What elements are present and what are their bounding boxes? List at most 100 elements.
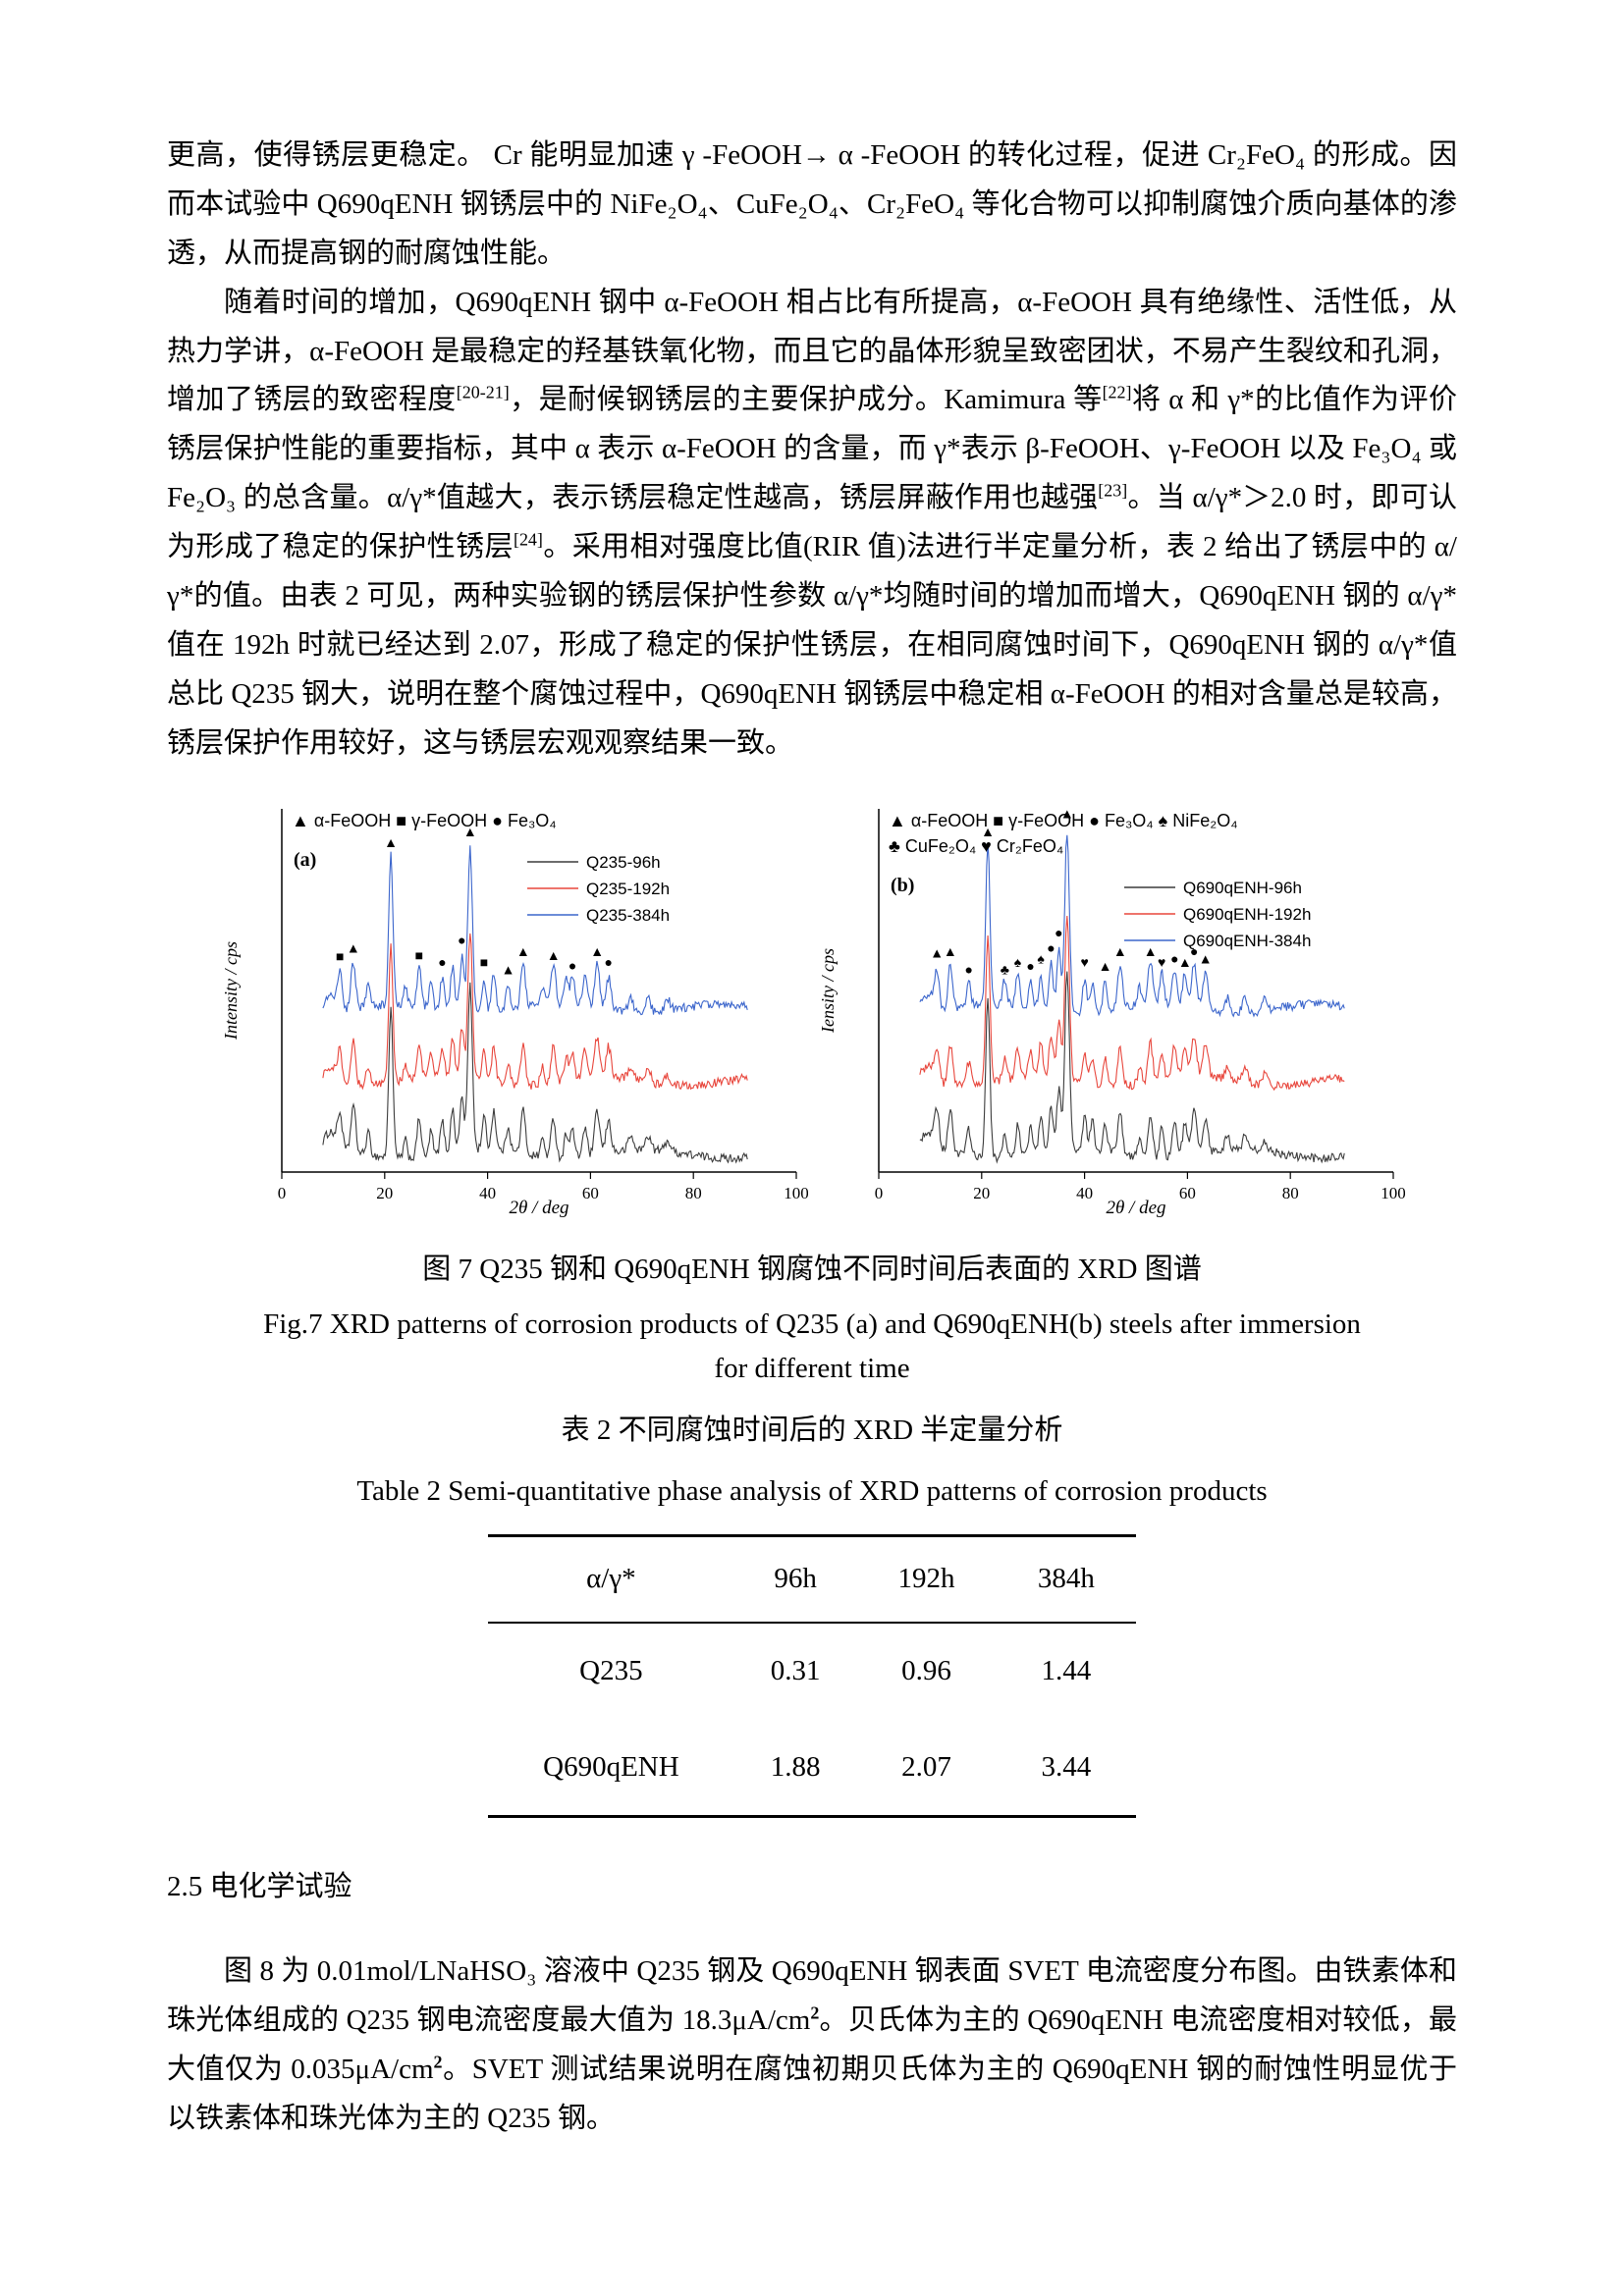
text-run: 将 α 和 γ*的比值作为评价锈层保护性能的重要指标，其中 α 表示 α-FeO… <box>167 384 1457 514</box>
x-tick-label: 40 <box>479 1184 496 1202</box>
phase-marker-icon: ▲ <box>516 943 530 959</box>
phase-marker-icon: ● <box>568 958 576 974</box>
y-axis-label: Intensity / cps <box>221 941 241 1041</box>
phase-marker-icon: ▲ <box>1178 955 1192 971</box>
x-tick-label: 100 <box>1380 1184 1405 1202</box>
table-header-row: α/γ* 96h 192h 384h <box>488 1535 1136 1624</box>
phase-marker-icon: ♣ <box>1001 962 1009 978</box>
text-run: 。采用相对强度比值(RIR 值)法进行半定量分析，表 2 给出了锈层中的 α/γ… <box>167 531 1457 759</box>
phase-marker-icon: ♠ <box>1014 955 1022 971</box>
xrd-trace-Q690qENH-192h <box>919 916 1345 1092</box>
phase-marker-icon: ▲ <box>347 940 360 956</box>
body-paragraph-1: 更高，使得锈层更稳定。 Cr 能明显加速 γ -FeOOH→ α -FeOOH … <box>167 132 1457 279</box>
phase-marker-icon: ■ <box>415 947 423 963</box>
table-cell: 2.07 <box>901 1750 951 1783</box>
series-legend-label: Q235-96h <box>586 853 661 872</box>
phase-marker-icon: ♠ <box>1037 951 1045 967</box>
panel-label: (b) <box>891 875 914 896</box>
text-run: 。SVET 测试结果说明在腐蚀初期贝氏体为主的 Q690qENH 钢的耐蚀性明显… <box>167 2054 1457 2134</box>
table-header-cell: 192h <box>856 1535 997 1624</box>
reference-superscript: [22] <box>1102 382 1132 402</box>
phase-marker-icon: ● <box>605 955 613 971</box>
phase-marker-icon: ♥ <box>1080 955 1088 971</box>
text-run: 。贝氏体为主的 Q690qENH 电流密度相对较低，最大值仅为 0.035μA/… <box>167 2004 1458 2085</box>
phase-marker-icon: ● <box>458 933 465 948</box>
y-axis-label: Iensity / cps <box>818 948 838 1034</box>
phase-marker-icon: ● <box>964 962 972 978</box>
table-row: Q235 0.31 0.96 1.44 <box>488 1623 1136 1720</box>
phase-marker-icon: ▲ <box>463 824 477 839</box>
xrd-table: α/γ* 96h 192h 384h Q235 0.31 0.96 1.44 Q690qENH 1… <box>488 1533 1136 1819</box>
xrd-trace-Q235-384h <box>322 845 748 1016</box>
reference-superscript: 2 <box>810 2002 820 2023</box>
table-cell: 0.31 <box>770 1654 821 1686</box>
xrd-trace-Q235-192h <box>322 934 748 1091</box>
table-caption-cn: 表 2 不同腐蚀时间后的 XRD 半定量分析 <box>561 1415 1063 1446</box>
phase-marker-icon: ▲ <box>1144 943 1158 959</box>
text-run: 。当 α/γ*＞2.0 时，即可认为形成了稳定的保护性锈层 <box>167 482 1457 562</box>
xrd-trace-Q690qENH-384h <box>919 835 1345 1018</box>
xrd-trace-Q235-96h <box>322 983 748 1165</box>
marker-legend-row: ♣ CuFe₂O₄ ♥ Cr₂FeO₄ <box>889 836 1063 856</box>
x-tick-label: 60 <box>1179 1184 1196 1202</box>
phase-marker-icon: ♥ <box>1158 955 1165 971</box>
x-tick-label: 40 <box>1076 1184 1093 1202</box>
phase-marker-icon: ▲ <box>981 824 995 839</box>
x-axis-label: 2θ / deg <box>1106 1198 1165 1218</box>
phase-marker-icon: ▲ <box>1060 806 1074 822</box>
section-heading-2-5: 2.5 电化学试验 <box>167 1871 352 1903</box>
x-tick-label: 20 <box>376 1184 393 1202</box>
x-tick-label: 0 <box>875 1184 884 1202</box>
figure-caption-cn: 图 7 Q235 钢和 Q690qENH 钢腐蚀不同时间后表面的 XRD 图谱 <box>422 1254 1202 1286</box>
x-tick-label: 60 <box>582 1184 599 1202</box>
xrd-panel-b: 0 20 40 60 80 100 2θ / deg Iensity / cps ▲ ▲ ● ▲ ♣ ♠ ●… <box>816 801 1406 1240</box>
phase-marker-icon: ▲ <box>590 943 604 959</box>
body-paragraph-3: 图 8 为 0.01mol/LNaHSO₃ 溶液中 Q235 钢及 Q690qE… <box>167 1948 1457 2144</box>
table-row-label: Q690qENH <box>543 1750 679 1783</box>
phase-marker-icon: ● <box>1170 951 1178 967</box>
phase-marker-icon: ● <box>1026 958 1034 974</box>
table-header-cell: 96h <box>733 1535 857 1624</box>
panel-label: (a) <box>294 849 316 871</box>
xrd-trace-Q690qENH-96h <box>919 971 1345 1165</box>
phase-marker-icon: ■ <box>480 955 488 971</box>
reference-superscript: [24] <box>513 529 543 550</box>
x-axis-label: 2θ / deg <box>509 1198 568 1218</box>
phase-marker-icon: ▲ <box>930 945 944 961</box>
series-legend-label: Q235-384h <box>586 906 670 925</box>
table-row: Q690qENH 1.88 2.07 3.44 <box>488 1720 1136 1817</box>
series-legend-label: Q235-192h <box>586 880 670 898</box>
table-header-cell: α/γ* <box>488 1535 734 1624</box>
phase-marker-icon: ▲ <box>547 947 561 963</box>
marker-legend-row: ▲ α-FeOOH ■ γ-FeOOH ● Fe₃O₄ <box>292 811 557 830</box>
text-run: 随着时间的增加，Q690qENH 钢中 α-FeOOH 相占比有所提高，α-Fe… <box>167 286 1457 416</box>
series-legend-label: Q690qENH-96h <box>1183 879 1302 897</box>
text-run: 图 8 为 0.01mol/LNaHSO₃ 溶液中 Q235 钢及 Q690qE… <box>167 1955 1457 2037</box>
series-legend-label: Q690qENH-192h <box>1183 905 1311 924</box>
table-cell: 0.96 <box>901 1654 951 1686</box>
phase-marker-icon: ● <box>438 955 446 971</box>
phase-marker-icon: ▲ <box>1199 951 1213 967</box>
x-tick-label: 100 <box>784 1184 808 1202</box>
text-run: 更高，使得锈层更稳定。 Cr 能明显加速 γ -FeOOH→ α -FeOOH … <box>167 139 1457 269</box>
figure-caption-en-line1: Fig.7 XRD patterns of corrosion products… <box>263 1308 1361 1341</box>
table-cell: 1.44 <box>1041 1654 1092 1686</box>
table-cell: 3.44 <box>1041 1750 1092 1783</box>
phase-marker-icon: ▲ <box>1113 943 1127 959</box>
marker-legend-row: ▲ α-FeOOH ■ γ-FeOOH ● Fe₃O₄ ♠ NiFe₂O₄ <box>889 811 1238 830</box>
x-tick-label: 80 <box>685 1184 702 1202</box>
phase-marker-icon: ▲ <box>384 834 398 850</box>
phase-marker-icon: ● <box>1047 940 1055 956</box>
table-header-cell: 384h <box>996 1535 1136 1624</box>
reference-superscript: [23] <box>1098 480 1128 501</box>
table-cell: 1.88 <box>770 1750 821 1783</box>
phase-marker-icon: ▲ <box>944 943 957 959</box>
xrd-panel-a: 0 20 40 60 80 100 2θ / deg Intensity / cps ■ ▲ ▲ ■ ●… <box>219 801 809 1240</box>
table-caption-en: Table 2 Semi-quantitative phase analysis… <box>356 1474 1268 1507</box>
reference-superscript: [20-21] <box>456 382 510 402</box>
figure-caption-en: Fig.7 XRD patterns of corrosion products… <box>167 1303 1457 1391</box>
x-tick-label: 20 <box>973 1184 990 1202</box>
